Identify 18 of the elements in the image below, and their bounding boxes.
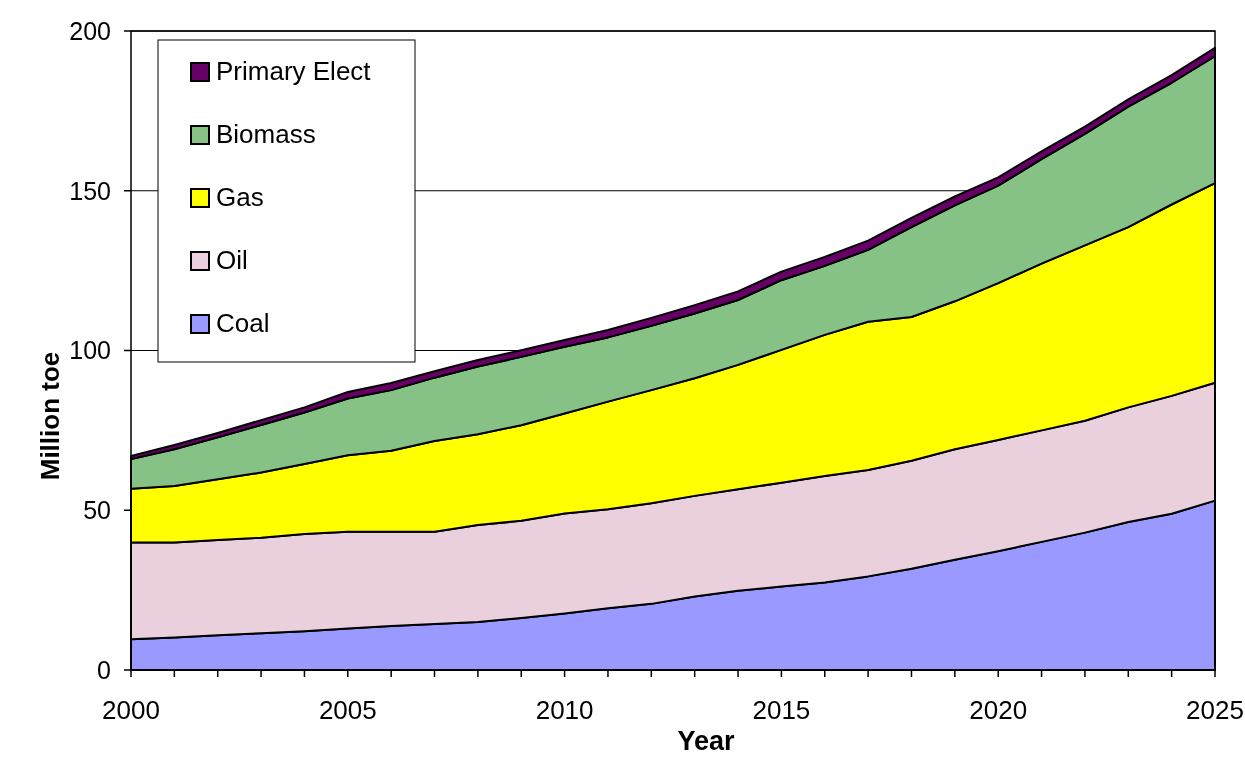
y-tick-label: 0 — [97, 655, 111, 684]
x-tick-label: 2005 — [318, 695, 377, 725]
x-axis-title: Year — [677, 726, 736, 756]
legend-label: Oil — [216, 245, 248, 275]
y-axis-title: Million toe — [35, 351, 65, 481]
legend-label: Primary Elect — [216, 56, 372, 86]
x-tick-label: 2000 — [102, 695, 160, 725]
x-tick-label: 2015 — [752, 695, 811, 725]
legend-label: Gas — [216, 182, 264, 212]
y-tick-label: 200 — [69, 16, 111, 45]
x-tick-label: 2010 — [535, 695, 594, 725]
y-tick-label: 150 — [69, 176, 111, 205]
x-tick-label: 2025 — [1186, 695, 1244, 725]
legend-label: Coal — [216, 308, 270, 338]
x-tick-label: 2020 — [969, 695, 1028, 725]
y-tick-label: 100 — [69, 336, 111, 365]
y-tick-label: 50 — [83, 496, 111, 524]
legend-label: Biomass — [216, 119, 316, 149]
